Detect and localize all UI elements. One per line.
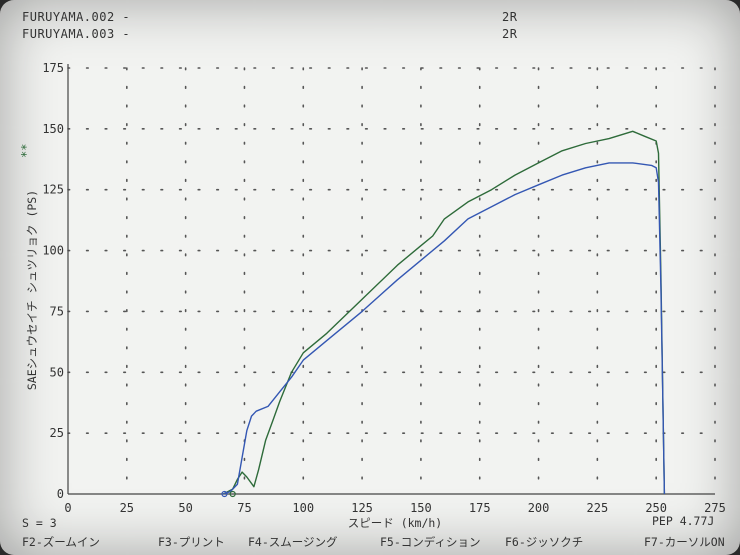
y-axis-label: SAEシュウセイチ シュツリョク (PS): [25, 190, 39, 390]
run-2-gear: 2R: [502, 27, 518, 41]
y-tick-label: 125: [42, 183, 64, 197]
y-tick-label: 0: [57, 487, 64, 501]
x-tick-label: 75: [237, 501, 251, 515]
side-marker: **: [19, 144, 33, 158]
series-line-1: [222, 130, 666, 495]
run-1-gear: 2R: [502, 10, 518, 24]
fkey-measured-value[interactable]: F6-ジッソクチ: [505, 535, 584, 549]
fkey-smoothing[interactable]: F4-スムージング: [248, 535, 338, 549]
fkey-zoom-in[interactable]: F2-ズームイン: [22, 535, 100, 549]
x-tick-label: 0: [64, 501, 71, 515]
x-tick-label: 275: [704, 501, 726, 515]
run-1-name: FURUYAMA.002 -: [22, 10, 131, 24]
x-tick-label: 250: [645, 501, 667, 515]
x-tick-label: 175: [469, 501, 491, 515]
y-tick-label: 50: [50, 365, 64, 379]
fkey-condition[interactable]: F5-コンディション: [380, 535, 481, 549]
axis-layer: [67, 64, 715, 495]
y-tick-label: 100: [42, 244, 64, 258]
run-start-marker: [221, 490, 228, 498]
pep-status: PEP 4.77J: [652, 514, 715, 528]
y-tick-label: 25: [50, 426, 64, 440]
smoothing-status: S = 3: [22, 516, 57, 530]
x-axis-label: スピード (km/h): [348, 516, 442, 530]
y-tick-label: 175: [42, 61, 64, 75]
y-tick-label: 75: [50, 304, 64, 318]
grid-layer: [67, 67, 716, 495]
fkey-print[interactable]: F3-プリント: [158, 535, 225, 549]
x-tick-label: 50: [178, 501, 192, 515]
run-2-name: FURUYAMA.003 -: [22, 27, 131, 41]
x-tick-label: 125: [351, 501, 373, 515]
x-tick-label: 150: [410, 501, 432, 515]
x-tick-label: 225: [587, 501, 609, 515]
label-layer: 0 25 50 75 100 125 150 175 200 225 250 275 0 25 50 75 10…: [42, 61, 726, 515]
x-tick-label: 25: [120, 501, 134, 515]
fkey-cursor-on[interactable]: F7-カーソルON: [644, 535, 725, 549]
x-tick-label: 200: [528, 501, 550, 515]
x-tick-label: 100: [292, 501, 314, 515]
y-tick-label: 150: [42, 122, 64, 136]
series-layer: [221, 130, 666, 498]
run-start-marker: [229, 490, 236, 498]
series-line-2: [223, 162, 666, 495]
